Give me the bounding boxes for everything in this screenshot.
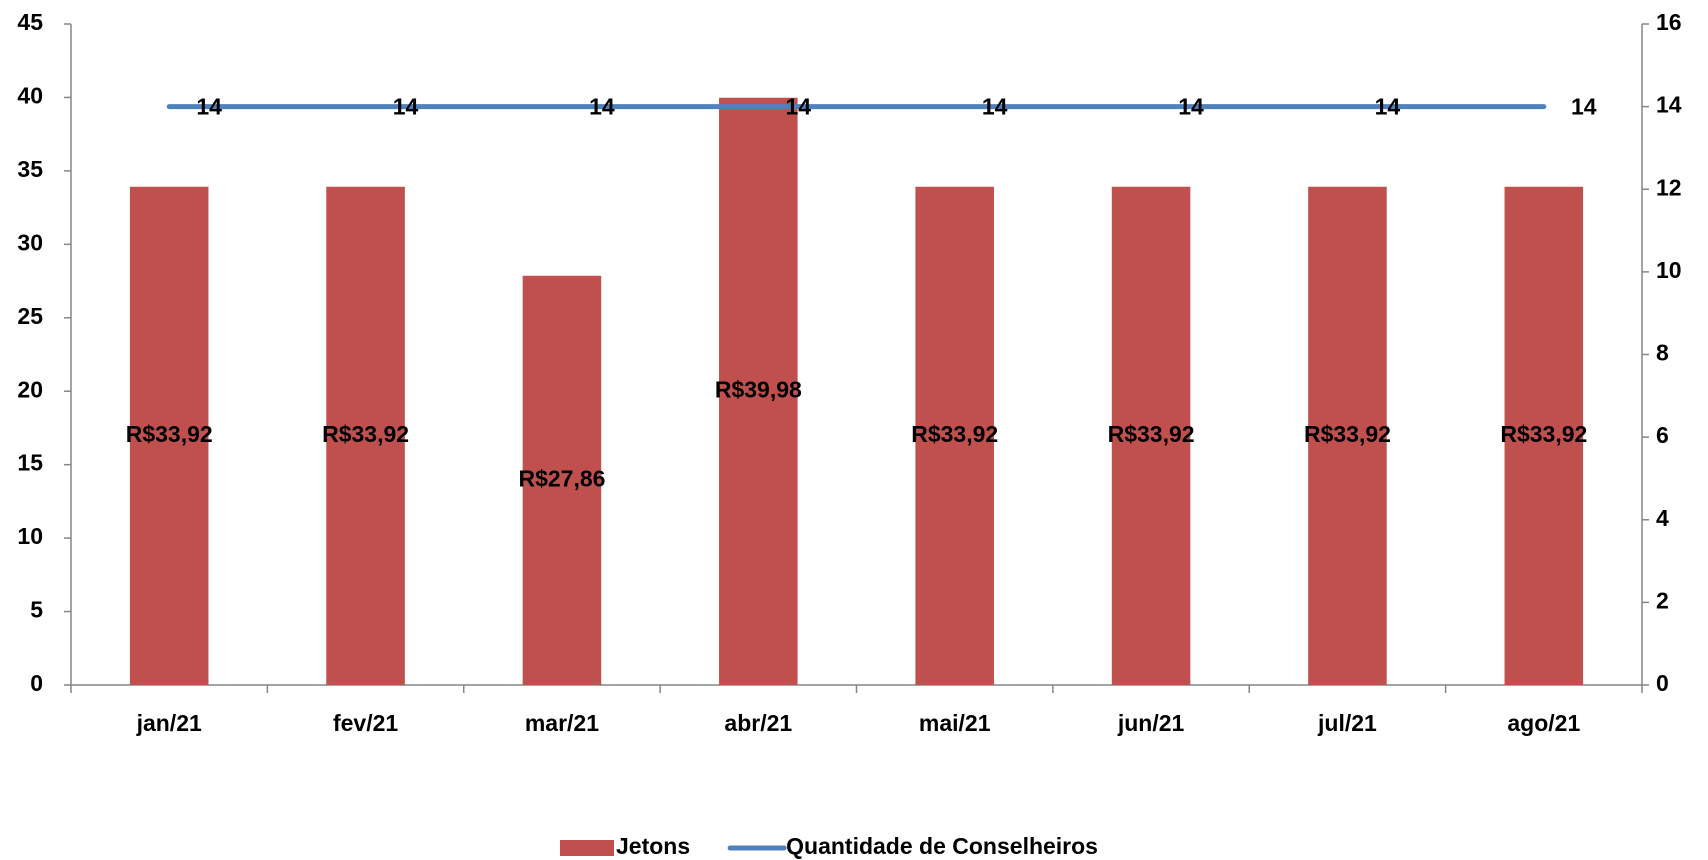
y-tick-label: 0	[30, 670, 43, 696]
x-tick-label: abr/21	[724, 710, 792, 736]
y-tick-label: 15	[17, 450, 43, 476]
y-tick-label: 45	[17, 9, 43, 35]
x-tick-label: fev/21	[333, 710, 398, 736]
legend-swatch	[560, 840, 614, 856]
line-label: 14	[393, 94, 419, 120]
y2-tick-label: 0	[1656, 670, 1669, 696]
y2-tick-label: 16	[1656, 9, 1682, 35]
bar-label: R$33,92	[911, 421, 998, 447]
y-tick-label: 40	[17, 83, 43, 109]
bar	[1504, 186, 1584, 686]
line-label: 14	[196, 94, 222, 120]
bar	[1111, 186, 1191, 686]
bar	[326, 186, 405, 686]
legend-label: Jetons	[616, 833, 690, 859]
y2-tick-label: 10	[1656, 257, 1682, 283]
y-tick-label: 35	[17, 156, 43, 182]
y2-tick-label: 8	[1656, 340, 1669, 366]
bar-label: R$33,92	[1108, 421, 1195, 447]
bar	[915, 186, 994, 686]
bar-label: R$33,92	[1500, 421, 1587, 447]
line-label: 14	[589, 94, 615, 120]
x-tick-label: jul/21	[1317, 710, 1377, 736]
y-tick-label: 5	[30, 597, 43, 623]
x-tick-label: mar/21	[525, 710, 599, 736]
legend-label: Quantidade de Conselheiros	[786, 833, 1098, 859]
x-tick-label: jun/21	[1117, 710, 1185, 736]
x-tick-label: ago/21	[1507, 710, 1580, 736]
bar	[129, 186, 209, 686]
line-label: 14	[982, 94, 1008, 120]
bar	[522, 275, 602, 685]
line-label: 14	[1375, 94, 1401, 120]
y2-tick-label: 6	[1656, 422, 1669, 448]
line-label: 14	[1571, 94, 1597, 120]
x-tick-label: jan/21	[136, 710, 202, 736]
bar	[1308, 186, 1387, 686]
y2-tick-label: 2	[1656, 587, 1669, 613]
y-tick-label: 25	[17, 303, 43, 329]
line-label: 14	[786, 94, 812, 120]
bar-label: R$33,92	[1304, 421, 1391, 447]
bar-label: R$33,92	[322, 421, 409, 447]
bar	[719, 97, 798, 685]
bar-label: R$33,92	[126, 421, 213, 447]
x-tick-label: mai/21	[919, 710, 991, 736]
y2-tick-label: 4	[1656, 505, 1669, 531]
y2-tick-label: 14	[1656, 92, 1682, 118]
y-tick-label: 10	[17, 523, 43, 549]
y-tick-label: 20	[17, 376, 43, 402]
y2-tick-label: 12	[1656, 174, 1682, 200]
bar-label: R$27,86	[518, 465, 605, 491]
line-label: 14	[1178, 94, 1204, 120]
bar-label: R$39,98	[715, 376, 802, 402]
y-tick-label: 30	[17, 229, 43, 255]
